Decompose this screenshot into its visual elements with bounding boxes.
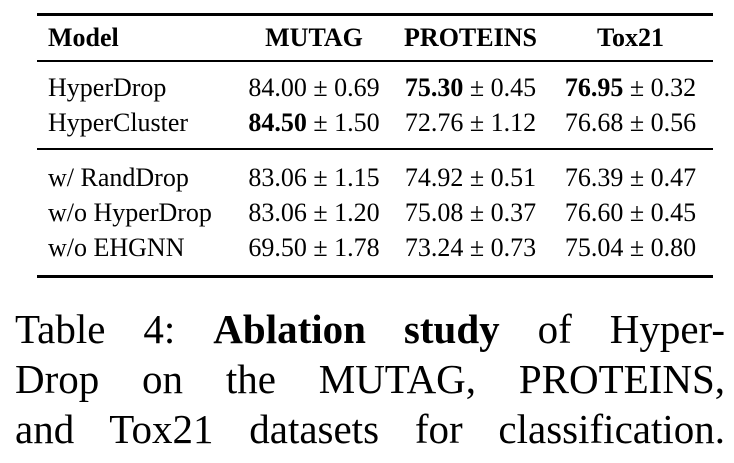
plus-minus-symbol: ± (469, 162, 485, 192)
plus-minus-symbol: ± (313, 72, 328, 102)
std-value: 1.20 (334, 197, 380, 227)
mean-value: 76.68 (564, 107, 624, 137)
std-value: 0.51 (490, 162, 537, 192)
std-value: 1.78 (334, 232, 380, 262)
std-value: 1.50 (334, 107, 380, 137)
table-row: w/o HyperDrop 83.06 ± 1.20 75.08 ± 0.37 … (37, 195, 713, 230)
result-cell: 74.92 ± 0.51 (393, 163, 548, 193)
model-name-cell: HyperDrop (48, 72, 167, 102)
plus-minus-symbol: ± (629, 232, 645, 262)
plus-minus-symbol: ± (469, 72, 485, 102)
std-value: 0.80 (650, 232, 697, 262)
caption-label: Table 4: (15, 306, 176, 352)
mean-value: 76.95 (564, 72, 624, 102)
mean-value: 83.06 (248, 162, 307, 192)
caption-bold-phrase: Ablation study (213, 306, 500, 352)
mean-value: 75.30 (404, 72, 464, 102)
std-value: 0.32 (650, 72, 697, 102)
table-header-row: Model MUTAG PROTEINS Tox21 (37, 16, 713, 62)
result-cell: 76.60 ± 0.45 (548, 198, 713, 228)
table-row: w/o EHGNN 69.50 ± 1.78 73.24 ± 0.73 75.0… (37, 230, 713, 265)
caption-line-3: and Tox21 datasets for classification. (15, 406, 725, 452)
column-header-model: Model (48, 23, 119, 52)
result-cell: 84.00 ± 0.69 (235, 73, 393, 103)
mean-value: 74.92 (404, 162, 464, 192)
model-name-cell: w/o HyperDrop (48, 197, 212, 227)
mean-value: 75.04 (564, 232, 624, 262)
plus-minus-symbol: ± (629, 162, 645, 192)
plus-minus-symbol: ± (629, 72, 645, 102)
plus-minus-symbol: ± (313, 232, 328, 262)
ablation-variants-group: w/ RandDrop 83.06 ± 1.15 74.92 ± 0.51 76… (37, 148, 713, 275)
column-header-proteins: PROTEINS (404, 23, 537, 52)
mean-value: 69.50 (248, 232, 307, 262)
std-value: 0.37 (490, 197, 537, 227)
plus-minus-symbol: ± (469, 232, 485, 262)
model-name-cell: HyperCluster (48, 107, 189, 137)
mean-value: 75.08 (404, 197, 464, 227)
plus-minus-symbol: ± (469, 107, 485, 137)
std-value: 1.15 (334, 162, 380, 192)
std-value: 0.45 (650, 197, 697, 227)
mean-value: 76.39 (564, 162, 624, 192)
table-row: HyperDrop 84.00 ± 0.69 75.30 ± 0.45 76.9… (37, 70, 713, 105)
plus-minus-symbol: ± (313, 162, 328, 192)
mean-value: 84.50 (248, 107, 307, 137)
mean-value: 76.60 (564, 197, 624, 227)
caption-line-1: Table 4: Ablation study of Hyper- (15, 304, 725, 354)
result-cell: 75.04 ± 0.80 (548, 233, 713, 263)
result-cell: 83.06 ± 1.15 (235, 163, 393, 193)
plus-minus-symbol: ± (469, 197, 485, 227)
mean-value: 83.06 (248, 197, 307, 227)
column-header-mutag: MUTAG (265, 23, 363, 52)
result-cell: 84.50 ± 1.50 (235, 108, 393, 138)
table-row: w/ RandDrop 83.06 ± 1.15 74.92 ± 0.51 76… (37, 160, 713, 195)
result-cell: 76.39 ± 0.47 (548, 163, 713, 193)
std-value: 0.69 (334, 72, 380, 102)
table-caption: Table 4: Ablation study of Hyper- Drop o… (15, 304, 725, 454)
result-cell: 76.68 ± 0.56 (548, 108, 713, 138)
std-value: 0.56 (650, 107, 697, 137)
result-cell: 75.08 ± 0.37 (393, 198, 548, 228)
plus-minus-symbol: ± (629, 197, 645, 227)
mean-value: 84.00 (248, 72, 307, 102)
model-name-cell: w/o EHGNN (48, 232, 185, 262)
result-cell: 76.95 ± 0.32 (548, 73, 713, 103)
std-value: 1.12 (490, 107, 537, 137)
caption-line-2: Drop on the MUTAG, PROTEINS, (15, 356, 725, 402)
std-value: 0.45 (490, 72, 537, 102)
main-models-group: HyperDrop 84.00 ± 0.69 75.30 ± 0.45 76.9… (37, 62, 713, 148)
mean-value: 72.76 (404, 107, 464, 137)
table-row: HyperCluster 84.50 ± 1.50 72.76 ± 1.12 7… (37, 105, 713, 140)
caption-text: of Hyper- (537, 306, 726, 352)
mean-value: 73.24 (404, 232, 464, 262)
std-value: 0.73 (490, 232, 537, 262)
plus-minus-symbol: ± (629, 107, 645, 137)
results-table: Model MUTAG PROTEINS Tox21 HyperDrop 84.… (37, 13, 713, 278)
result-cell: 83.06 ± 1.20 (235, 198, 393, 228)
result-cell: 75.30 ± 0.45 (393, 73, 548, 103)
plus-minus-symbol: ± (313, 197, 328, 227)
model-name-cell: w/ RandDrop (48, 162, 189, 192)
column-header-tox21: Tox21 (597, 23, 664, 52)
result-cell: 69.50 ± 1.78 (235, 233, 393, 263)
result-cell: 73.24 ± 0.73 (393, 233, 548, 263)
result-cell: 72.76 ± 1.12 (393, 108, 548, 138)
plus-minus-symbol: ± (313, 107, 328, 137)
std-value: 0.47 (650, 162, 697, 192)
